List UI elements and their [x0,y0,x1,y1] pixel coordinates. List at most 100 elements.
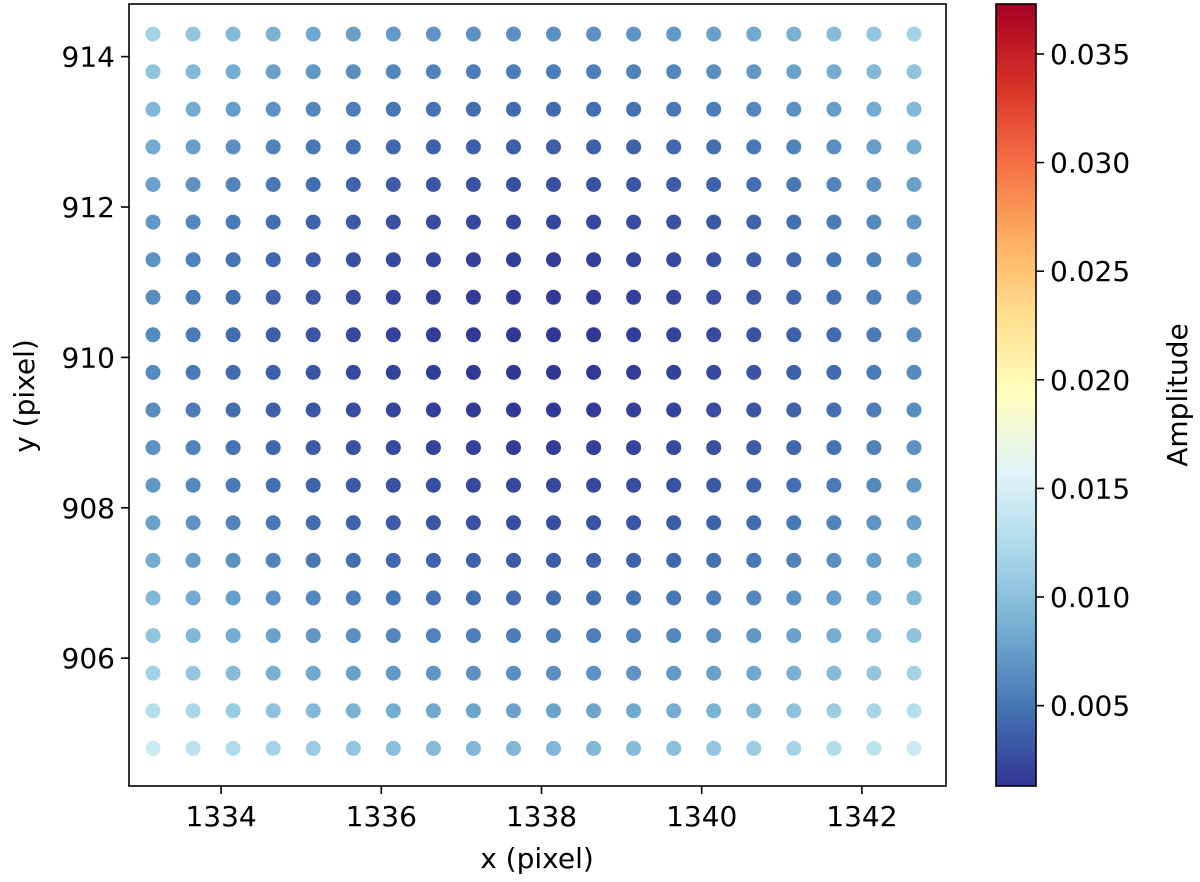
data-point [345,101,361,117]
data-point [786,552,802,568]
y-axis-label: y (pixel) [8,339,41,453]
data-point [225,665,241,681]
data-point [225,740,241,756]
data-point [786,289,802,305]
data-point [546,252,561,268]
data-point [345,252,361,268]
data-point [305,364,321,380]
data-point [385,740,401,756]
data-point [546,139,561,155]
data-point [465,177,481,192]
data-point [305,665,321,681]
data-point [746,139,762,155]
data-point [506,26,521,42]
data-point [225,214,241,230]
colorbar-gradient [995,3,1037,787]
data-point [546,64,561,80]
data-point [465,628,481,644]
data-point [385,101,401,117]
data-point [465,515,481,531]
data-point [145,327,161,343]
data-point [826,26,842,42]
data-point [666,665,682,681]
data-point [746,703,762,719]
data-point [425,214,441,230]
data-point [465,139,481,155]
data-point [345,703,361,719]
data-point [305,139,321,155]
data-point [185,590,201,606]
data-point [425,477,441,493]
data-point [786,590,802,606]
data-point [546,628,561,644]
data-point [706,327,722,343]
data-point [265,477,281,493]
data-point [185,515,201,531]
data-point [866,101,882,117]
data-point [506,214,521,230]
data-point [305,252,321,268]
data-point [746,214,762,230]
data-point [145,101,161,117]
data-point [225,364,241,380]
data-point [305,590,321,606]
data-point [305,289,321,305]
data-point [385,364,401,380]
data-point [305,327,321,343]
data-point [345,552,361,568]
x-tick-label: 1342 [826,800,897,833]
data-point [385,402,401,418]
data-point [465,252,481,268]
data-point [666,327,682,343]
x-axis-ticks: 1334 1336 1338 1340 1342 [185,786,898,833]
data-point [265,101,281,117]
data-point [145,665,161,681]
data-point [425,740,441,756]
data-point [906,703,922,719]
data-point [666,252,682,268]
data-point [826,477,842,493]
data-point [546,177,561,192]
data-point [345,364,361,380]
data-point [626,289,642,305]
data-point [586,139,602,155]
data-point [385,327,401,343]
data-point [706,590,722,606]
data-point [826,440,842,456]
data-point [465,327,481,343]
colorbar-tick-label: 0.020 [1050,364,1130,397]
data-point [345,327,361,343]
data-point [225,26,241,42]
data-point [666,177,682,192]
data-point [225,177,241,192]
data-point [906,515,922,531]
data-point [385,26,401,42]
data-point [345,402,361,418]
data-point [746,252,762,268]
data-point [185,552,201,568]
data-point [225,101,241,117]
data-point [906,177,922,192]
data-point [786,402,802,418]
data-point [906,289,922,305]
data-point [786,364,802,380]
data-point [666,477,682,493]
y-tick-label: 914 [62,41,115,74]
data-point [145,740,161,756]
data-point [666,402,682,418]
data-point [906,26,922,42]
data-point [145,364,161,380]
data-point [586,552,602,568]
data-point [826,101,842,117]
data-point [906,402,922,418]
data-point [586,590,602,606]
data-point [906,214,922,230]
data-point [225,440,241,456]
data-point [706,628,722,644]
data-point [345,628,361,644]
data-point [385,552,401,568]
data-point [465,440,481,456]
y-tick-label: 906 [62,642,115,675]
data-point [385,590,401,606]
data-point [506,665,521,681]
